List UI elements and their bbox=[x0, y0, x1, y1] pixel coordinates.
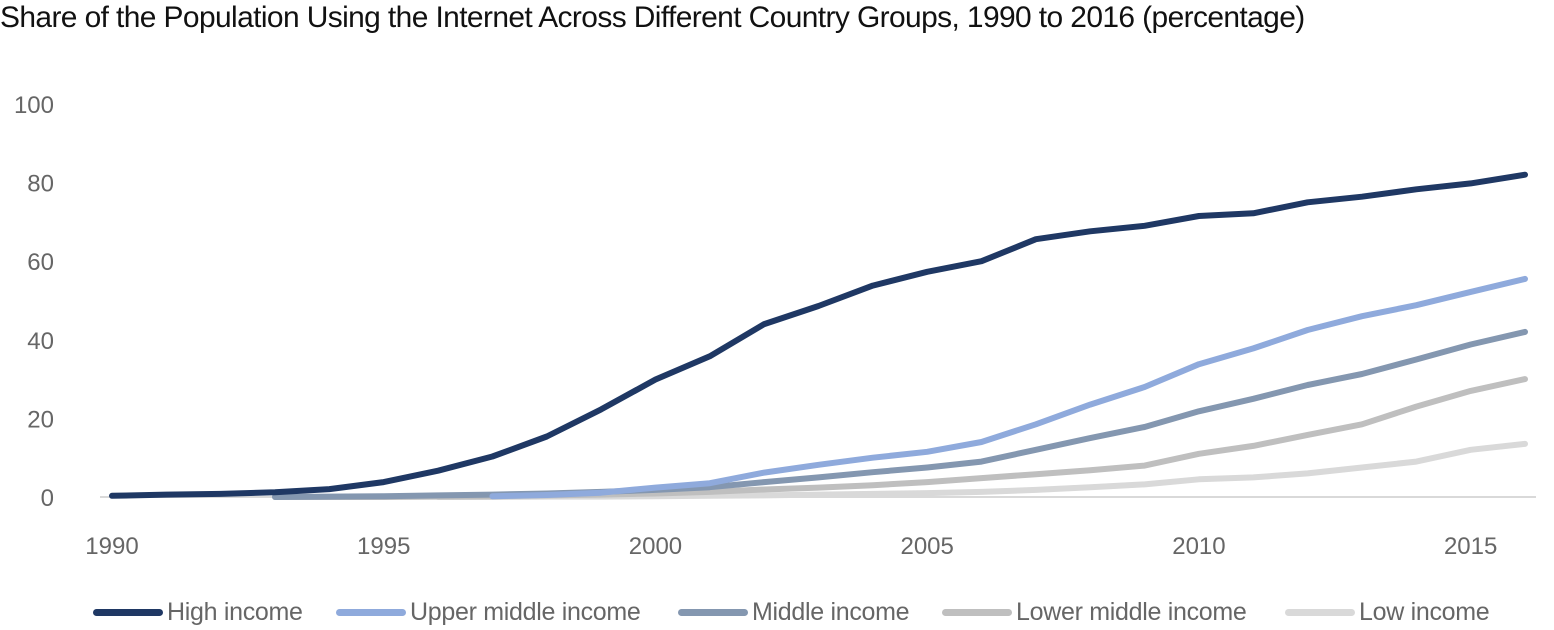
series-lines bbox=[109, 171, 1528, 500]
legend-label: Middle income bbox=[752, 597, 910, 626]
legend-item: Lower middle income bbox=[942, 594, 1247, 630]
legend-item: High income bbox=[93, 594, 303, 630]
y-axis: 0 20 40 60 80 100 bbox=[14, 92, 54, 512]
legend: High income Upper middle income Middle inc… bbox=[0, 594, 1554, 630]
legend-swatch bbox=[678, 608, 748, 616]
y-tick-label: 40 bbox=[27, 328, 54, 355]
chart-title: Share of the Population Using the Intern… bbox=[0, 1, 1305, 34]
y-tick-label: 20 bbox=[27, 406, 54, 433]
y-tick-label: 100 bbox=[14, 92, 54, 119]
x-tick-label: 2005 bbox=[900, 533, 953, 560]
series-line-upper-middle-income bbox=[489, 275, 1528, 500]
legend-swatch bbox=[942, 608, 1012, 616]
legend-label: Lower middle income bbox=[1016, 597, 1247, 626]
legend-item: Upper middle income bbox=[336, 594, 641, 630]
x-tick-label: 2015 bbox=[1444, 533, 1497, 560]
legend-swatch bbox=[1285, 608, 1355, 616]
x-tick-label: 2010 bbox=[1172, 533, 1225, 560]
legend-swatch bbox=[336, 608, 406, 616]
x-tick-label: 1990 bbox=[85, 533, 138, 560]
legend-swatch bbox=[93, 608, 163, 616]
series-line-middle-income bbox=[272, 328, 1528, 500]
series-line-high-income bbox=[109, 171, 1528, 499]
legend-label: Low income bbox=[1359, 597, 1490, 626]
series-line-lower-middle-income bbox=[272, 376, 1528, 500]
legend-label: Upper middle income bbox=[410, 597, 641, 626]
legend-item: Low income bbox=[1285, 594, 1490, 630]
y-tick-label: 80 bbox=[27, 171, 54, 198]
x-axis: 1990 1995 2000 2005 2010 2015 bbox=[85, 533, 1497, 560]
legend-label: High income bbox=[167, 597, 303, 626]
x-tick-label: 2000 bbox=[629, 533, 682, 560]
y-tick-label: 0 bbox=[41, 485, 54, 512]
y-tick-label: 60 bbox=[27, 249, 54, 276]
legend-item: Middle income bbox=[678, 594, 910, 630]
x-tick-label: 1995 bbox=[357, 533, 410, 560]
line-chart: 0 20 40 60 80 100 1990 1995 2000 2005 2010 2015 bbox=[14, 92, 1536, 560]
